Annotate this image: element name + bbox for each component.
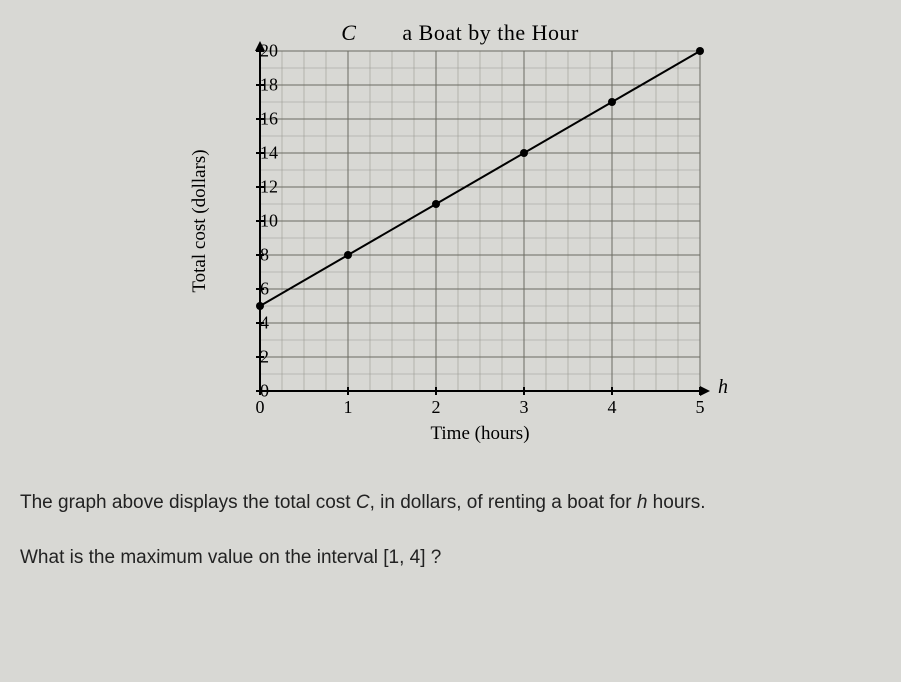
x-tick-label: 5: [696, 397, 705, 418]
question-line-1: The graph above displays the total cost …: [20, 485, 881, 521]
x-tick-label: 2: [432, 397, 441, 418]
x-axis-arrow-icon: [700, 386, 710, 396]
x-tick-label: 0: [256, 397, 265, 418]
chart-svg: [260, 51, 700, 391]
chart-title-text: a Boat by the Hour: [402, 20, 578, 45]
q1-mid: , in dollars, of renting a boat for: [370, 492, 637, 513]
y-var-label: C: [341, 20, 356, 45]
x-tick-label: 4: [608, 397, 617, 418]
q1-var2: h: [637, 492, 648, 513]
x-tick-label: 1: [344, 397, 353, 418]
x-tick-label: 3: [520, 397, 529, 418]
q1-prefix: The graph above displays the total cost: [20, 492, 356, 513]
question-line-2: What is the maximum value on the interva…: [20, 540, 881, 576]
x-var-label: h: [718, 376, 728, 399]
chart-title: C a Boat by the Hour: [210, 20, 710, 46]
plot-area: Total cost (dollars) h 02468101214161820…: [260, 51, 700, 391]
chart-container: C a Boat by the Hour Total cost (dollars…: [210, 20, 710, 445]
x-axis-label: Time (hours): [260, 423, 700, 445]
question-text: The graph above displays the total cost …: [20, 485, 881, 576]
q1-var1: C: [356, 492, 370, 513]
y-axis-label: Total cost (dollars): [189, 149, 211, 292]
q1-suffix: hours.: [647, 492, 705, 513]
